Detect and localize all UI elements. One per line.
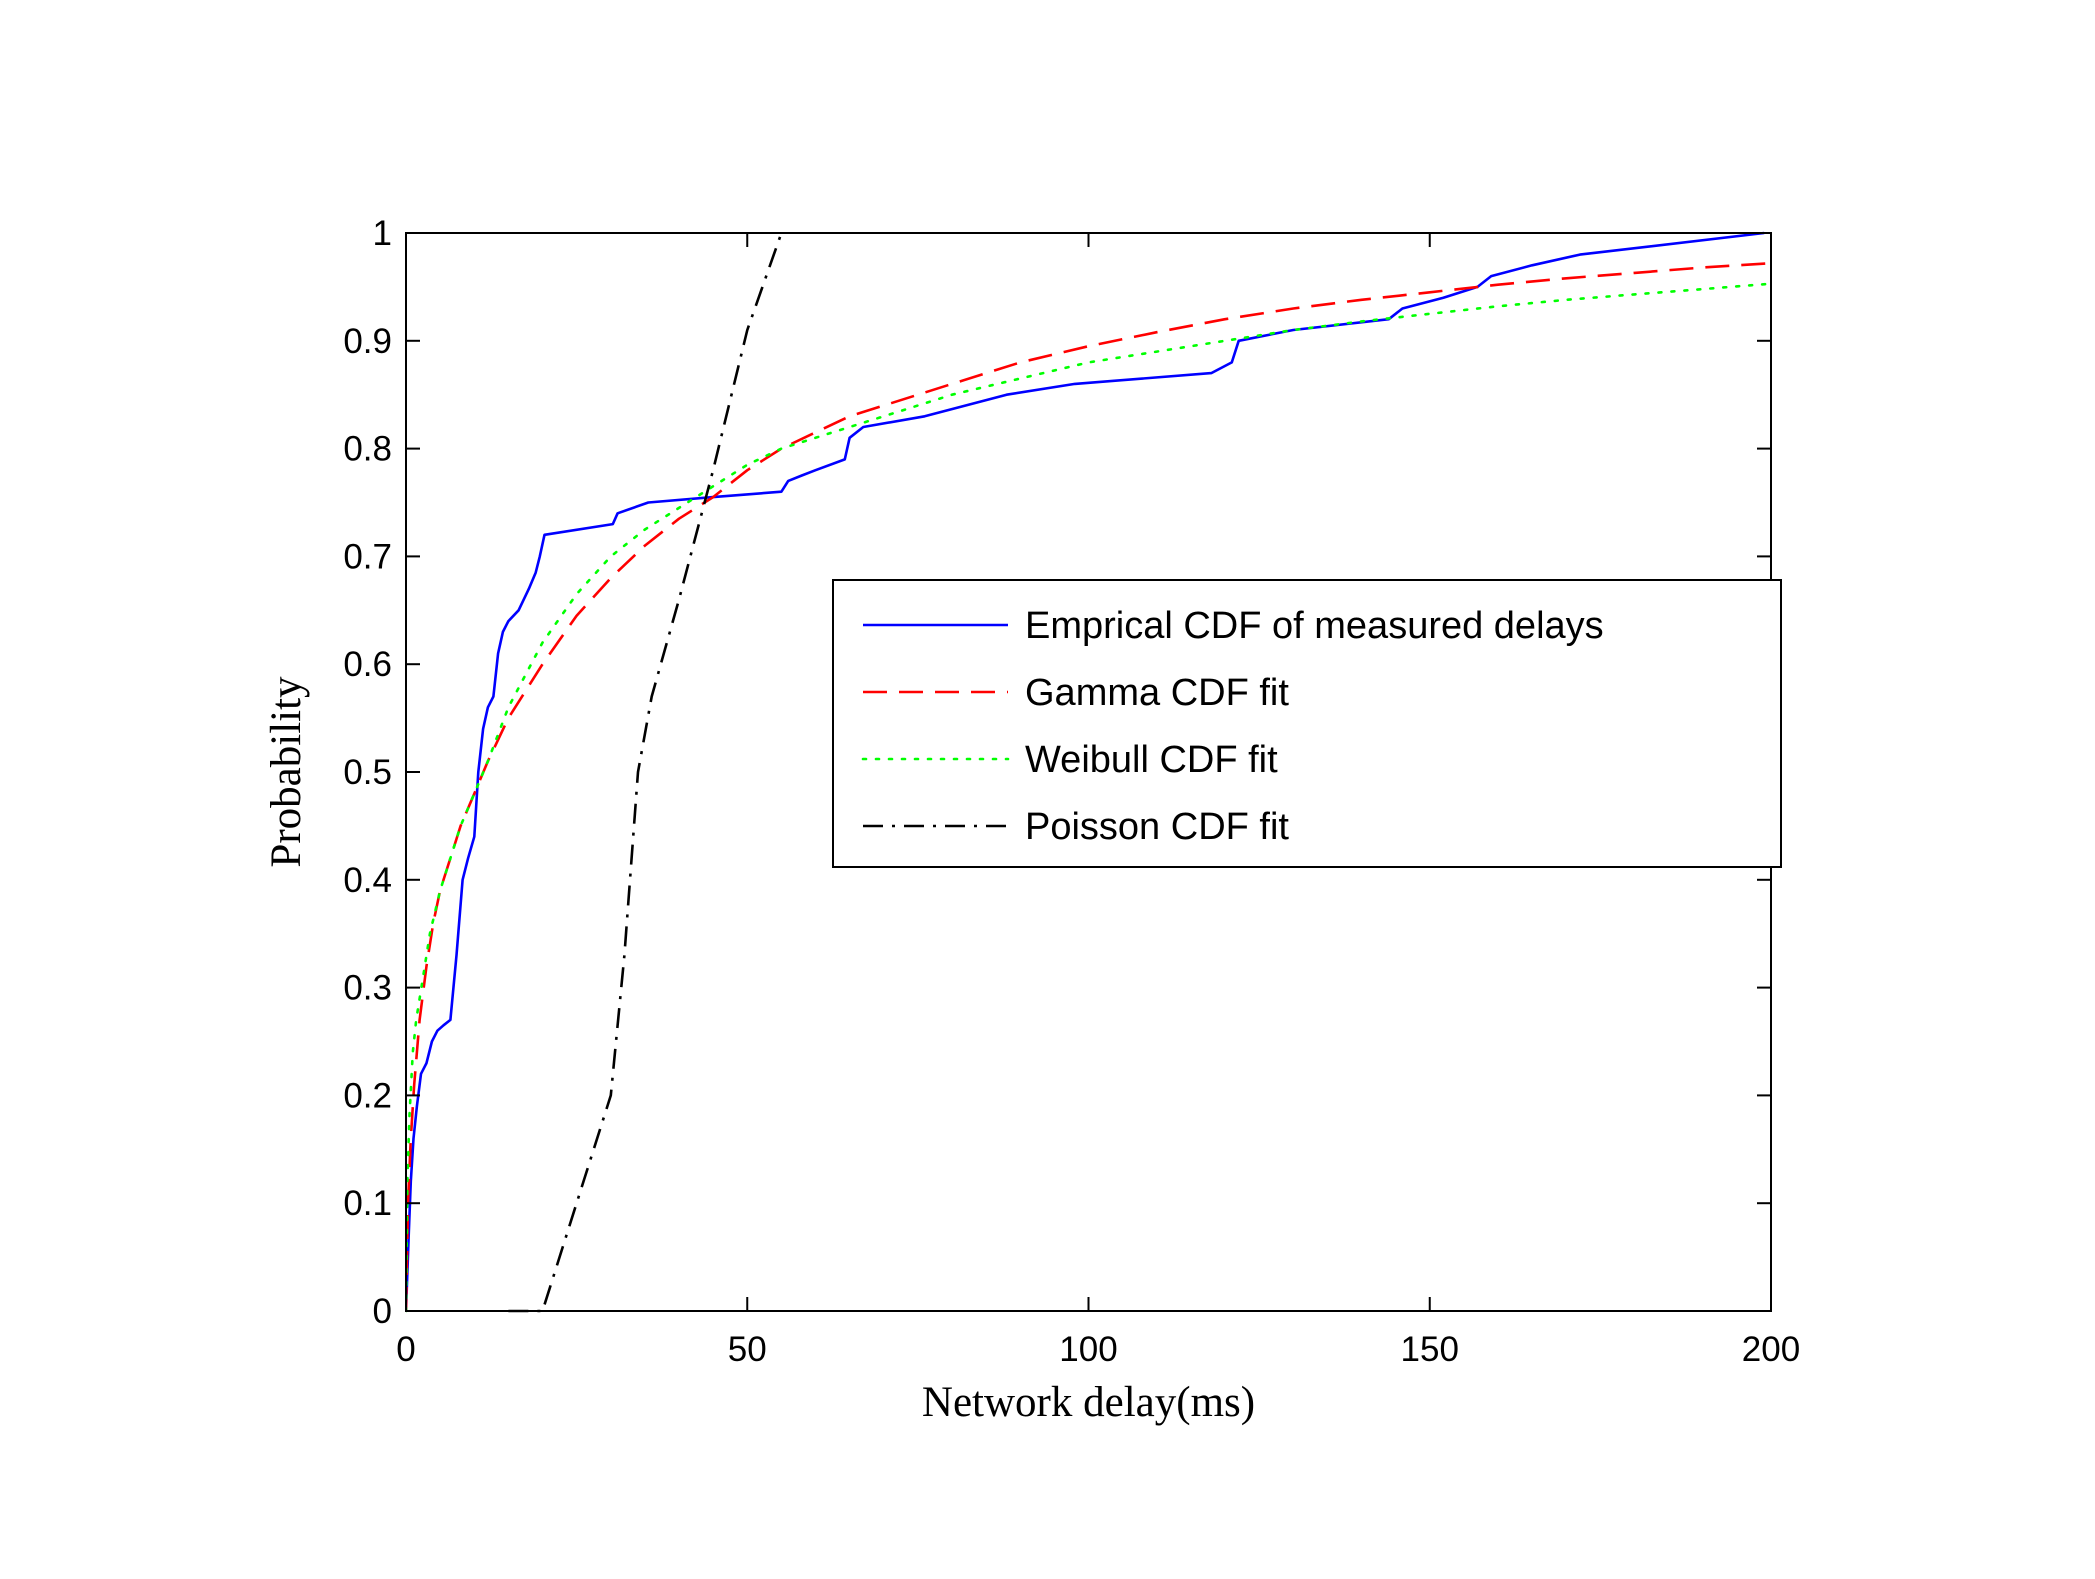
y-tick-label: 0.4 [343,861,392,900]
series-layer [406,231,1771,1313]
y-tick-label: 0.9 [343,322,392,361]
legend-box [832,579,1782,868]
series-line-2 [406,261,1771,1312]
y-axis-title: Probability [263,676,310,868]
x-tick-label: 100 [1059,1330,1117,1369]
x-tick-label: 150 [1401,1330,1459,1369]
x-tick-label: 200 [1742,1330,1800,1369]
y-tick-label: 0.1 [343,1184,392,1223]
y-tick-label: 1 [373,214,392,253]
tick-layer: 0 50 100 150 200 0 0.1 0.2 0.3 0.4 0.5 0.6 0.7 0.8 0.9… [343,214,1800,1369]
series-line-3 [406,282,1771,1313]
y-tick-label: 0.7 [343,537,392,576]
legend-label-4: Poisson CDF fit [1025,806,1289,848]
x-tick-label: 0 [396,1330,415,1369]
y-tick-label: 0.8 [343,430,392,469]
x-axis-title: Network delay(ms) [922,1379,1255,1426]
series-line-4 [508,232,783,1313]
x-tick-label: 50 [728,1330,767,1369]
legend: Emprical CDF of measured delays Gamma CDF… [832,579,1782,868]
y-tick-label: 0 [373,1292,392,1331]
y-tick-label: 0.6 [343,645,392,684]
y-tick-label: 0.5 [343,753,392,792]
legend-label-3: Weibull CDF fit [1025,739,1278,781]
y-tick-label: 0.3 [343,969,392,1008]
legend-label-2: Gamma CDF fit [1025,672,1289,714]
series-line-1 [406,231,1765,1312]
y-tick-label: 0.2 [343,1076,392,1115]
legend-label-1: Emprical CDF of measured delays [1025,605,1604,647]
